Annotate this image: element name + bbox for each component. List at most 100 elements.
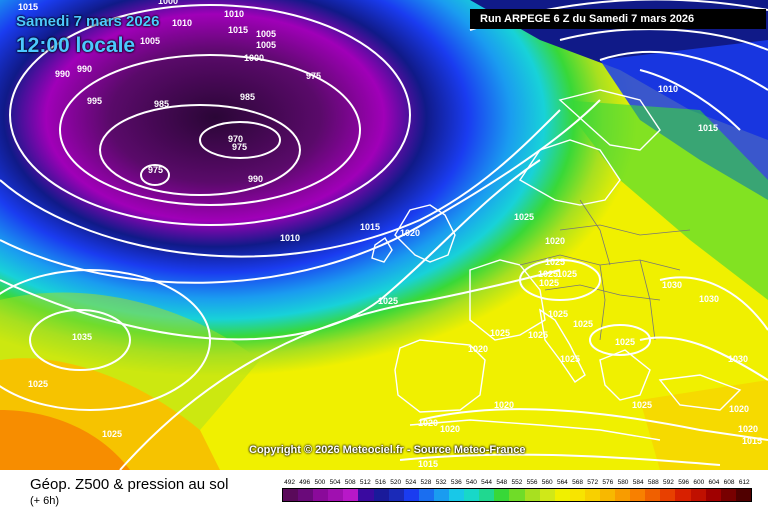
isobar-label: 1030: [662, 280, 682, 290]
scale-swatch: [479, 489, 495, 501]
isobar-label: 1020: [468, 344, 488, 354]
isobar-label: 1020: [494, 400, 514, 410]
color-scale: 492 496 500 504 508 512 516 520 524 528 532 536 540 5…: [282, 478, 752, 506]
isobar-1025: [119, 269, 561, 470]
scale-tick-label: 560: [541, 479, 553, 486]
model-run-label: Run ARPEGE 6 Z du Samedi 7 mars 2026: [470, 9, 766, 29]
isobar-1030: [0, 269, 211, 411]
isobar-label: 1025: [514, 212, 534, 222]
isobar-label: 985: [240, 92, 255, 102]
isobar-1000: [9, 4, 411, 226]
scale-tick-label: 492: [284, 479, 295, 486]
isobar-1025-center: [519, 259, 601, 301]
isobar-label: 975: [306, 71, 321, 81]
isobar-label: 1025: [490, 328, 510, 338]
scale-swatch: [735, 489, 751, 501]
iberia-coastline: [394, 339, 486, 413]
isobar-1025-balkans: [589, 324, 651, 356]
isobar-label: 1030: [728, 354, 748, 364]
scale-swatch: [298, 489, 314, 501]
color-scale-bar: [282, 488, 752, 502]
scale-swatch: [509, 489, 525, 501]
isobar-label: 975: [232, 142, 247, 152]
isobar-label: 1005: [140, 36, 160, 46]
scale-swatch: [418, 489, 434, 501]
scale-tick-label: 508: [344, 479, 356, 486]
turkey-coastline: [658, 374, 742, 411]
scale-tick-label: 592: [663, 479, 674, 486]
scale-swatch: [283, 489, 299, 501]
isobar-label: 1025: [557, 269, 577, 279]
scale-swatch: [388, 489, 404, 501]
country-borders: [519, 199, 691, 341]
scale-tick-label: 512: [359, 479, 371, 486]
isobar-label: 1015: [18, 2, 38, 12]
scale-swatch: [539, 489, 555, 501]
scale-swatch: [464, 489, 480, 501]
isobar-label: 1025: [545, 257, 565, 267]
scale-tick-label: 576: [602, 479, 614, 486]
isobar-label: 1005: [256, 40, 276, 50]
isobar-label: 1000: [158, 0, 178, 6]
scale-swatch: [660, 489, 676, 501]
scale-tick-label: 552: [511, 479, 523, 486]
isobar-label: 1020: [440, 424, 460, 434]
isobar-1015-south: [399, 453, 721, 466]
scale-tick-label: 548: [496, 479, 508, 486]
isobar-label: 975: [148, 165, 163, 175]
scale-tick-label: 612: [738, 479, 750, 486]
isobar-label: 1025: [538, 269, 558, 279]
isobar-label: 1005: [256, 29, 276, 39]
isobar-label: 1025: [573, 319, 593, 329]
isobar-1015-north: [599, 50, 768, 91]
scale-tick-label: 604: [708, 479, 720, 486]
scale-tick-label: 608: [723, 479, 735, 486]
italy-coastline: [539, 308, 586, 383]
north-scandinavia-coastline: [558, 89, 661, 151]
isobar-label: 1025: [528, 330, 548, 340]
scale-tick-label: 584: [632, 479, 644, 486]
scale-tick-label: 544: [481, 479, 493, 486]
color-scale-labels: 492 496 500 504 508 512 516 520 524 528 532 536 540 5…: [282, 478, 752, 488]
scale-swatch: [313, 489, 329, 501]
isobar-1020-north: [559, 28, 768, 51]
north-africa-coastline: [409, 419, 661, 441]
isobar-label: 1010: [280, 233, 300, 243]
scale-swatch: [554, 489, 570, 501]
scale-swatch: [373, 489, 389, 501]
scale-tick-label: 496: [299, 479, 311, 486]
isobar-label: 1025: [632, 400, 652, 410]
isobar-label: 985: [154, 99, 169, 109]
isobar-label: 1025: [615, 337, 635, 347]
british-isles-coastline: [394, 204, 456, 263]
isobar-980: [99, 104, 301, 196]
copyright-notice: Copyright © 2026 Meteociel.fr - Source M…: [249, 444, 526, 456]
scale-tick-label: 580: [617, 479, 629, 486]
scale-swatch: [675, 489, 691, 501]
weather-map: 1015 1000 1005 1010 1005 1010 1015 1005 …: [0, 0, 768, 470]
scale-swatch: [569, 489, 585, 501]
west-lime-field: [0, 292, 260, 430]
scale-tick-label: 572: [587, 479, 599, 486]
isobar-label: 1015: [360, 222, 380, 232]
isobar-label: 1015: [698, 123, 718, 133]
scale-tick-label: 516: [375, 479, 386, 486]
isobar-label: 1025: [560, 354, 580, 364]
isobar-label: 1025: [28, 379, 48, 389]
forecast-date: Samedi 7 mars 2026: [16, 13, 160, 30]
scale-swatch: [358, 489, 374, 501]
isobar-label: 1020: [418, 418, 438, 428]
isobar-1020: [0, 159, 541, 341]
scale-swatch: [615, 489, 631, 501]
scale-swatch: [705, 489, 721, 501]
isobar-label: 990: [77, 64, 92, 74]
scale-swatch: [524, 489, 540, 501]
isobar-label: 1000: [244, 53, 264, 63]
east-green-field: [560, 100, 768, 300]
isobar-label: 1015: [742, 436, 762, 446]
isobar-label: 1010: [224, 9, 244, 19]
france-coastline: [469, 259, 546, 341]
isobar-975-core: [140, 164, 170, 186]
scale-tick-label: 564: [556, 479, 568, 486]
isobar-label: 1020: [729, 404, 749, 414]
